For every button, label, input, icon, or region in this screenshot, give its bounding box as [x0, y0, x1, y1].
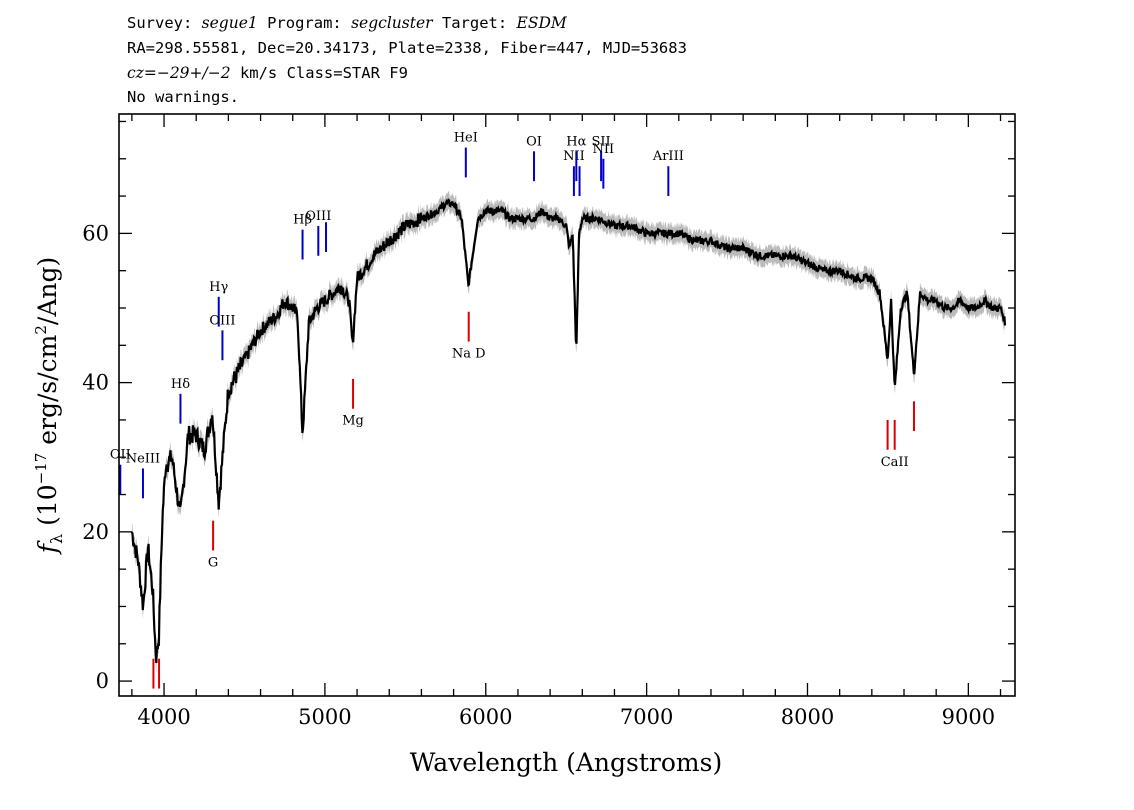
- x-axis-title: Wavelength (Angstroms): [410, 748, 722, 777]
- emission-line-label: NII: [593, 142, 615, 157]
- program-label: Program:: [267, 14, 342, 32]
- x-tick-label: 8000: [781, 705, 834, 729]
- emission-line-label: OIII: [305, 209, 331, 224]
- target-value: ESDM: [516, 14, 568, 32]
- emission-line-label: Hγ: [209, 280, 228, 295]
- emission-line-label: ArIII: [652, 149, 684, 164]
- x-tick-label: 4000: [137, 705, 190, 729]
- absorption-line-label: CaII: [881, 455, 909, 470]
- absorption-line-label: Mg: [342, 414, 364, 429]
- x-tick-label: 9000: [942, 705, 995, 729]
- header-line-2: RA=298.55581, Dec=20.34173, Plate=2338, …: [127, 39, 687, 57]
- absorption-line-label: Na D: [452, 347, 486, 362]
- emission-line-label: NeIII: [126, 451, 160, 466]
- redshift-value: cz=−29+/−2: [127, 64, 231, 82]
- y-tick-label: 0: [96, 669, 109, 693]
- header-line-1: Survey: segue1 Program: segcluster Targe…: [127, 14, 568, 32]
- header-line-3: cz=−29+/−2 km/s Class=STAR F9: [127, 64, 408, 82]
- emission-line-label: OIII: [209, 313, 235, 328]
- class-text: km/s Class=STAR F9: [231, 64, 408, 82]
- emission-line-label: OII: [110, 448, 131, 463]
- program-value: segcluster: [351, 14, 434, 32]
- error-band: [131, 191, 1005, 672]
- absorption-line-label: G: [208, 556, 218, 571]
- y-axis-title: fλ (10−17 erg/s/cm2/Ang): [32, 257, 66, 556]
- x-tick-label: 5000: [298, 705, 351, 729]
- spectrum-line: [130, 198, 1007, 663]
- survey-label: Survey:: [127, 14, 192, 32]
- x-tick-label: 7000: [620, 705, 673, 729]
- emission-line-label: OI: [526, 134, 542, 149]
- x-tick-label: 6000: [459, 705, 512, 729]
- plot-frame: [118, 113, 1016, 697]
- emission-line-label: NII: [563, 149, 585, 164]
- survey-value: segue1: [202, 14, 258, 32]
- emission-line-label: SII: [592, 134, 611, 149]
- emission-line-label: Hδ: [171, 377, 190, 392]
- y-tick-label: 40: [82, 371, 109, 395]
- axes: 4000 5000 6000 7000 8000 9000 0 20 40 60: [82, 113, 1016, 729]
- y-tick-label: 60: [82, 221, 109, 245]
- header-line-4: No warnings.: [127, 88, 239, 106]
- emission-line-label: Hα: [566, 134, 586, 149]
- emission-line-label: Hβ: [293, 213, 312, 228]
- header-block: Survey: segue1 Program: segcluster Targe…: [127, 14, 687, 106]
- y-tick-label: 20: [82, 520, 109, 544]
- emission-line-label: HeI: [454, 131, 478, 146]
- target-label: Target:: [442, 14, 507, 32]
